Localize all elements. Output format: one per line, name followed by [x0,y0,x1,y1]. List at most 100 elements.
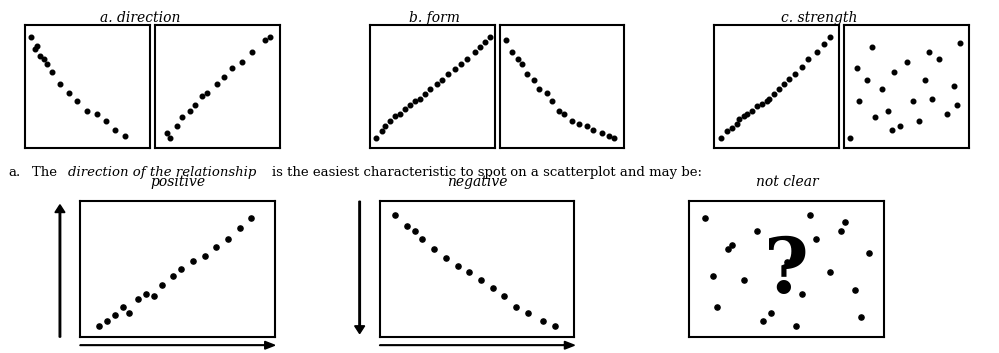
Point [90,111,106,116]
Point [473,277,489,283]
Point [788,323,804,329]
Point [434,77,450,83]
Point [763,310,779,316]
Point [697,215,713,220]
Point [883,127,899,133]
Text: negative: negative [448,175,507,189]
Point [593,131,609,136]
Point [453,61,469,67]
Text: ?: ? [764,235,809,309]
Point [579,123,595,129]
Point [779,259,795,265]
Text: b. form: b. form [410,11,460,25]
Point [731,116,747,121]
Point [115,304,131,310]
Point [220,237,236,242]
Point [781,76,797,82]
Point [761,96,777,102]
Point [36,56,52,62]
Point [858,77,875,83]
Point [848,65,864,71]
Point [800,56,816,62]
Point [234,59,250,65]
Point [526,77,542,83]
Point [174,114,190,120]
Point [556,111,572,116]
Point [52,81,68,87]
Point [422,86,438,92]
Point [911,118,927,124]
Point [92,323,108,329]
Point [399,223,415,228]
Point [99,318,115,324]
Point [216,74,232,79]
Point [886,69,902,74]
Point [485,285,500,291]
Point [787,71,803,77]
Point [946,84,962,89]
Point [708,304,724,310]
Point [931,56,947,62]
Point [531,86,547,92]
Point [154,283,170,288]
Point [257,37,273,42]
Point [718,128,734,134]
Point [736,277,752,283]
Point [210,81,226,87]
Point [860,250,876,256]
Point [949,102,965,108]
Point [736,113,752,119]
Point [402,102,418,108]
Point [392,111,408,116]
Point [821,269,837,275]
Point [816,42,832,47]
Point [407,98,423,104]
Point [160,131,176,136]
Point [387,113,403,119]
Point [173,266,189,272]
Point [169,123,186,129]
Point [851,98,867,104]
Point [447,66,463,72]
Point [766,91,782,97]
Point [388,212,404,217]
Point [842,136,858,141]
Point [939,111,955,116]
Point [472,44,488,50]
Point [749,228,765,234]
Point [510,56,526,62]
Point [753,101,769,107]
Point [892,123,908,129]
Point [415,237,431,242]
Point [867,114,883,120]
Point [585,127,601,133]
Point [185,258,201,264]
Point [138,291,154,297]
Point [70,98,85,104]
Point [822,34,838,40]
Point [837,219,853,225]
Point [208,245,224,250]
Point [61,90,77,96]
Point [121,310,137,316]
Point [917,77,933,83]
Point [543,98,559,104]
Point [79,108,96,114]
Point [407,228,423,234]
Point [793,64,809,70]
Point [262,34,278,40]
Point [547,323,563,329]
Point [497,294,512,299]
Text: not clear: not clear [756,175,818,189]
Point [776,81,792,87]
Point [146,294,162,299]
Point [712,136,728,141]
Point [467,49,483,55]
Text: The: The [32,167,61,179]
Text: direction of the relationship: direction of the relationship [68,167,257,179]
Point [809,49,825,55]
Point [427,246,443,252]
Point [794,291,810,297]
Point [40,61,56,67]
Point [460,56,476,62]
